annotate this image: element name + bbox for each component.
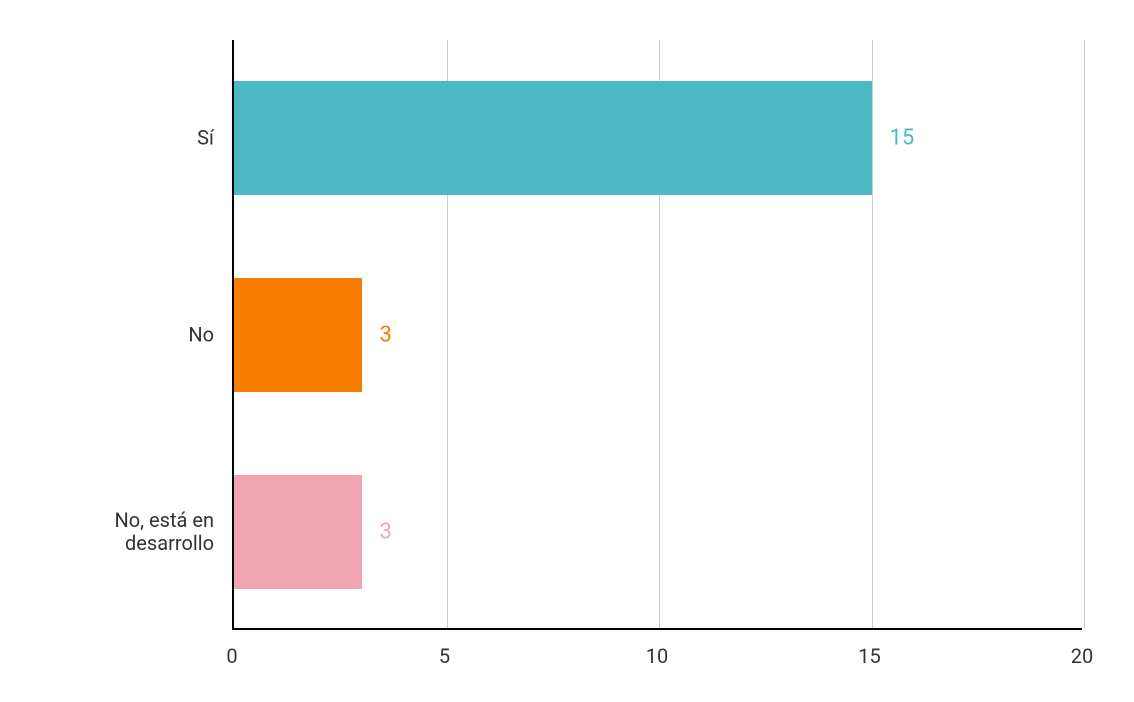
bar-value-label: 3 — [380, 323, 392, 348]
bar-value-label: 15 — [890, 126, 915, 151]
gridline — [872, 40, 873, 628]
bar — [234, 81, 872, 195]
y-axis-category-label: Sí — [14, 127, 214, 150]
y-axis-category-label: No, está endesarrollo — [14, 509, 214, 555]
gridline — [1084, 40, 1085, 628]
plot-area: 1533 — [232, 40, 1082, 630]
bar — [234, 475, 362, 589]
bar-chart: 153305101520SíNoNo, está endesarrollo — [0, 0, 1134, 702]
x-axis-tick-label: 15 — [858, 644, 880, 668]
bar-value-label: 3 — [380, 519, 392, 544]
x-axis-tick-label: 0 — [226, 644, 237, 668]
x-axis-tick-label: 10 — [646, 644, 668, 668]
bar — [234, 278, 362, 392]
y-axis-category-label: No — [14, 324, 214, 347]
x-axis-tick-label: 20 — [1071, 644, 1093, 668]
x-axis-tick-label: 5 — [439, 644, 450, 668]
